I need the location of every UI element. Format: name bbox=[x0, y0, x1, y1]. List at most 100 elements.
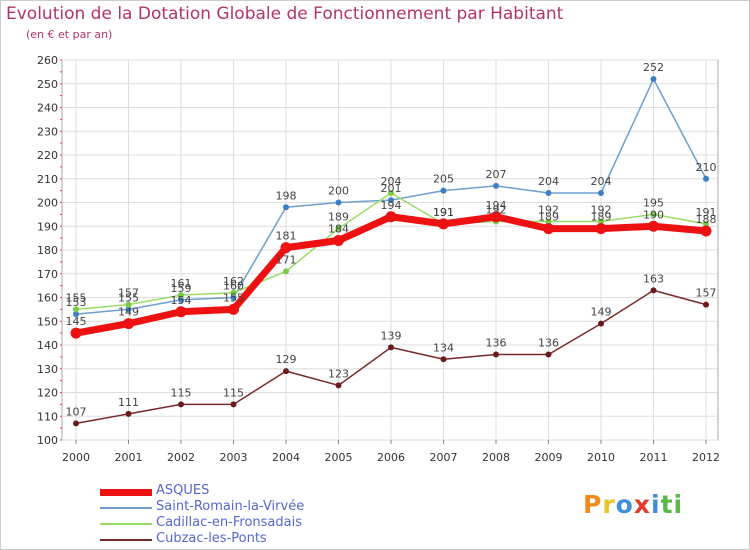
data-label-cadillac-en-fronsadais: 192 bbox=[538, 204, 559, 217]
proxiti-logo: Proxiti bbox=[583, 490, 684, 519]
point-asques bbox=[648, 220, 659, 232]
data-label-cadillac-en-fronsadais: 171 bbox=[276, 253, 297, 266]
data-label-saint-romain-la-virv-e: 153 bbox=[66, 296, 87, 309]
point-cubzac-les-ponts bbox=[73, 420, 79, 427]
legend-label-asques: ASQUES bbox=[156, 483, 210, 498]
data-label-saint-romain-la-virv-e: 155 bbox=[118, 291, 139, 304]
data-label-cubzac-les-ponts: 136 bbox=[486, 337, 507, 350]
point-saint-romain-la-virv-e bbox=[598, 190, 604, 196]
x-tick-label: 2001 bbox=[115, 451, 143, 464]
point-saint-romain-la-virv-e bbox=[335, 199, 342, 206]
point-asques bbox=[543, 223, 554, 235]
y-tick-label: 120 bbox=[37, 387, 58, 400]
x-tick-label: 2012 bbox=[692, 451, 720, 464]
data-label-cubzac-les-ponts: 134 bbox=[433, 341, 454, 354]
x-tick-label: 2011 bbox=[640, 451, 668, 464]
y-tick-label: 240 bbox=[37, 102, 58, 115]
point-cubzac-les-ponts bbox=[440, 356, 447, 363]
point-asques bbox=[123, 318, 134, 330]
point-asques bbox=[490, 211, 502, 223]
legend-swatch-cadillac bbox=[100, 523, 152, 525]
point-cadillac-en-fronsadais bbox=[703, 220, 709, 227]
data-label-cadillac-en-fronsadais: 204 bbox=[381, 175, 402, 188]
x-tick-label: 2009 bbox=[535, 451, 563, 464]
point-cadillac-en-fronsadais bbox=[125, 301, 132, 308]
point-cubzac-les-ponts bbox=[650, 287, 657, 294]
point-saint-romain-la-virv-e bbox=[125, 306, 132, 313]
data-label-cadillac-en-fronsadais: 192 bbox=[486, 204, 507, 217]
point-asques bbox=[228, 303, 239, 315]
x-tick-label: 2000 bbox=[62, 451, 90, 464]
chart-title: Evolution de la Dotation Globale de Fonc… bbox=[6, 4, 564, 24]
y-tick-label: 170 bbox=[37, 268, 58, 281]
data-label-cadillac-en-fronsadais: 191 bbox=[433, 206, 454, 219]
data-label-cadillac-en-fronsadais: 189 bbox=[328, 211, 349, 224]
data-label-asques: 188 bbox=[696, 213, 717, 226]
data-label-saint-romain-la-virv-e: 159 bbox=[171, 282, 192, 295]
data-label-cubzac-les-ponts: 149 bbox=[591, 306, 612, 319]
legend-swatch-saint-romain bbox=[100, 507, 152, 509]
point-cadillac-en-fronsadais bbox=[650, 211, 657, 218]
point-saint-romain-la-virv-e bbox=[703, 175, 709, 182]
y-tick-label: 180 bbox=[37, 244, 58, 257]
x-tick-label: 2010 bbox=[587, 451, 615, 464]
point-saint-romain-la-virv-e bbox=[650, 76, 657, 82]
legend-label-saint-romain: Saint-Romain-la-Virvée bbox=[156, 499, 305, 514]
point-cubzac-les-ponts bbox=[125, 410, 132, 417]
legend-label-cubzac: Cubzac-les-Ponts bbox=[156, 531, 267, 546]
point-asques bbox=[438, 218, 449, 230]
data-label-asques: 194 bbox=[486, 199, 507, 212]
point-saint-romain-la-virv-e bbox=[388, 197, 394, 204]
point-saint-romain-la-virv-e bbox=[545, 190, 552, 196]
data-label-cubzac-les-ponts: 111 bbox=[118, 396, 139, 409]
data-label-saint-romain-la-virv-e: 204 bbox=[538, 175, 559, 188]
point-cadillac-en-fronsadais bbox=[230, 289, 237, 296]
data-label-asques: 189 bbox=[538, 211, 559, 224]
data-label-cadillac-en-fronsadais: 192 bbox=[591, 204, 612, 217]
data-label-asques: 184 bbox=[328, 223, 349, 236]
y-tick-label: 230 bbox=[37, 125, 58, 138]
y-tick-label: 160 bbox=[37, 292, 58, 305]
point-asques bbox=[385, 211, 397, 223]
data-label-cubzac-les-ponts: 123 bbox=[328, 367, 349, 380]
data-label-cubzac-les-ponts: 139 bbox=[381, 329, 402, 342]
data-label-saint-romain-la-virv-e: 204 bbox=[591, 175, 612, 188]
point-cadillac-en-fronsadais bbox=[73, 306, 79, 313]
data-label-asques: 181 bbox=[276, 230, 297, 243]
legend-label-cadillac: Cadillac-en-Fronsadais bbox=[156, 515, 302, 530]
point-cubzac-les-ponts bbox=[230, 401, 237, 408]
y-tick-label: 250 bbox=[37, 78, 58, 91]
legend-swatch-cubzac bbox=[100, 539, 152, 541]
point-cubzac-les-ponts bbox=[335, 382, 342, 389]
point-cadillac-en-fronsadais bbox=[545, 218, 552, 225]
point-asques bbox=[280, 242, 292, 254]
point-cubzac-les-ponts bbox=[388, 344, 394, 351]
point-saint-romain-la-virv-e bbox=[178, 296, 184, 303]
point-cubzac-les-ponts bbox=[493, 351, 499, 358]
data-label-cadillac-en-fronsadais: 155 bbox=[66, 291, 87, 304]
point-asques bbox=[175, 306, 187, 318]
data-label-cubzac-les-ponts: 163 bbox=[643, 272, 664, 285]
data-label-asques: 155 bbox=[223, 291, 244, 304]
data-label-asques: 154 bbox=[171, 294, 192, 307]
y-tick-label: 130 bbox=[37, 363, 58, 376]
y-tick-label: 140 bbox=[37, 339, 58, 352]
point-saint-romain-la-virv-e bbox=[283, 204, 289, 211]
point-cadillac-en-fronsadais bbox=[335, 225, 342, 232]
point-cubzac-les-ponts bbox=[283, 368, 289, 375]
point-cubzac-les-ponts bbox=[545, 351, 552, 358]
data-label-saint-romain-la-virv-e: 252 bbox=[643, 61, 664, 74]
point-cubzac-les-ponts bbox=[598, 320, 604, 327]
point-saint-romain-la-virv-e bbox=[440, 187, 447, 194]
y-tick-label: 200 bbox=[37, 197, 58, 210]
data-label-cadillac-en-fronsadais: 191 bbox=[696, 206, 717, 219]
x-tick-label: 2003 bbox=[220, 451, 248, 464]
y-tick-label: 210 bbox=[37, 173, 58, 186]
point-saint-romain-la-virv-e bbox=[73, 311, 79, 318]
y-tick-label: 100 bbox=[37, 434, 58, 447]
data-label-cadillac-en-fronsadais: 162 bbox=[223, 275, 244, 288]
data-label-cadillac-en-fronsadais: 157 bbox=[118, 287, 139, 300]
y-tick-label: 260 bbox=[37, 54, 58, 67]
chart-subtitle: (en € et par an) bbox=[26, 28, 113, 41]
